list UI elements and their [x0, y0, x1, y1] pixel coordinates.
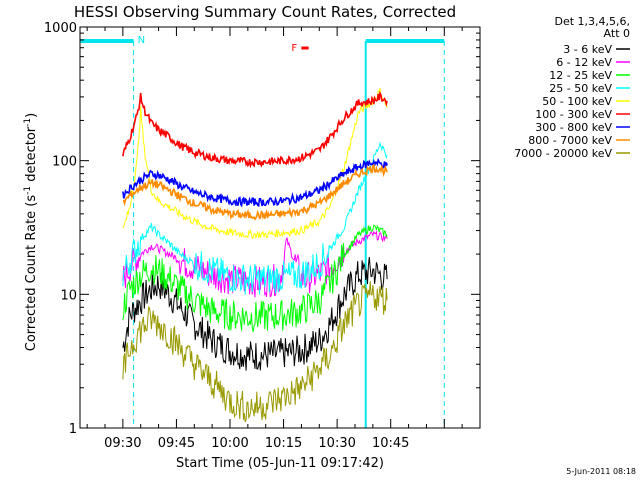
x-tick-label: 10:15 — [265, 436, 302, 451]
x-tick-label: 09:30 — [104, 436, 141, 451]
flare-label: F — [291, 43, 297, 54]
night-label: N — [138, 35, 145, 46]
legend-entry-label: 3 - 6 keV — [563, 43, 612, 56]
series-line — [122, 281, 388, 423]
x-tick-label: 09:45 — [158, 436, 195, 451]
legend-entry-label: 50 - 100 keV — [542, 95, 612, 108]
series-300-800-kev — [122, 157, 388, 208]
series-line — [122, 90, 388, 169]
x-axis-label: Start Time (05-Jun-11 09:17:42) — [176, 456, 384, 471]
y-tick-label: 100 — [52, 155, 77, 170]
series-line — [122, 256, 388, 371]
series-100-300-kev — [122, 90, 388, 169]
legend-entry-label: 300 - 800 keV — [535, 121, 612, 134]
legend-entry-label: 800 - 7000 keV — [528, 134, 612, 147]
series-7000-20000-kev — [122, 281, 388, 423]
x-tick-label: 10:45 — [372, 436, 409, 451]
series-3-6-kev — [122, 256, 388, 371]
legend-entry-label: 12 - 25 keV — [549, 69, 612, 82]
legend-header-2: Att 0 — [604, 27, 630, 40]
series-800-7000-kev — [122, 163, 388, 221]
legend-entry-label: 25 - 50 keV — [549, 82, 612, 95]
series-line — [122, 157, 388, 208]
y-axis-label: Corrected Count Rate (s-1 detector-1) — [23, 113, 39, 351]
legend-entry-label: 6 - 12 keV — [556, 56, 612, 69]
x-tick-label: 10:30 — [318, 436, 355, 451]
series-line — [122, 141, 388, 295]
legend-header-1: Det 1,3,4,5,6, — [554, 15, 630, 28]
y-tick-label: 10 — [60, 288, 77, 303]
series-line — [122, 224, 388, 333]
series-12-25-kev — [122, 224, 388, 333]
legend-entry-label: 7000 - 20000 keV — [514, 147, 612, 160]
series-50-100-kev — [122, 87, 388, 240]
y-tick-label: 1 — [69, 422, 77, 437]
chart-title: HESSI Observing Summary Count Rates, Cor… — [74, 3, 456, 21]
series-line — [122, 87, 388, 240]
y-tick-label: 1000 — [44, 21, 77, 36]
series-25-50-kev — [122, 141, 388, 295]
x-tick-label: 10:00 — [211, 436, 248, 451]
series-line — [122, 163, 388, 221]
legend-entry-label: 100 - 300 keV — [535, 108, 612, 121]
y-axis: 1 10 100 1000 — [44, 21, 480, 437]
x-axis: 09:30 09:45 10:00 10:15 10:30 10:45 — [86, 27, 463, 451]
plot-frame — [79, 26, 481, 429]
generation-timestamp: 5-Jun-2011 08:18 — [566, 467, 636, 476]
